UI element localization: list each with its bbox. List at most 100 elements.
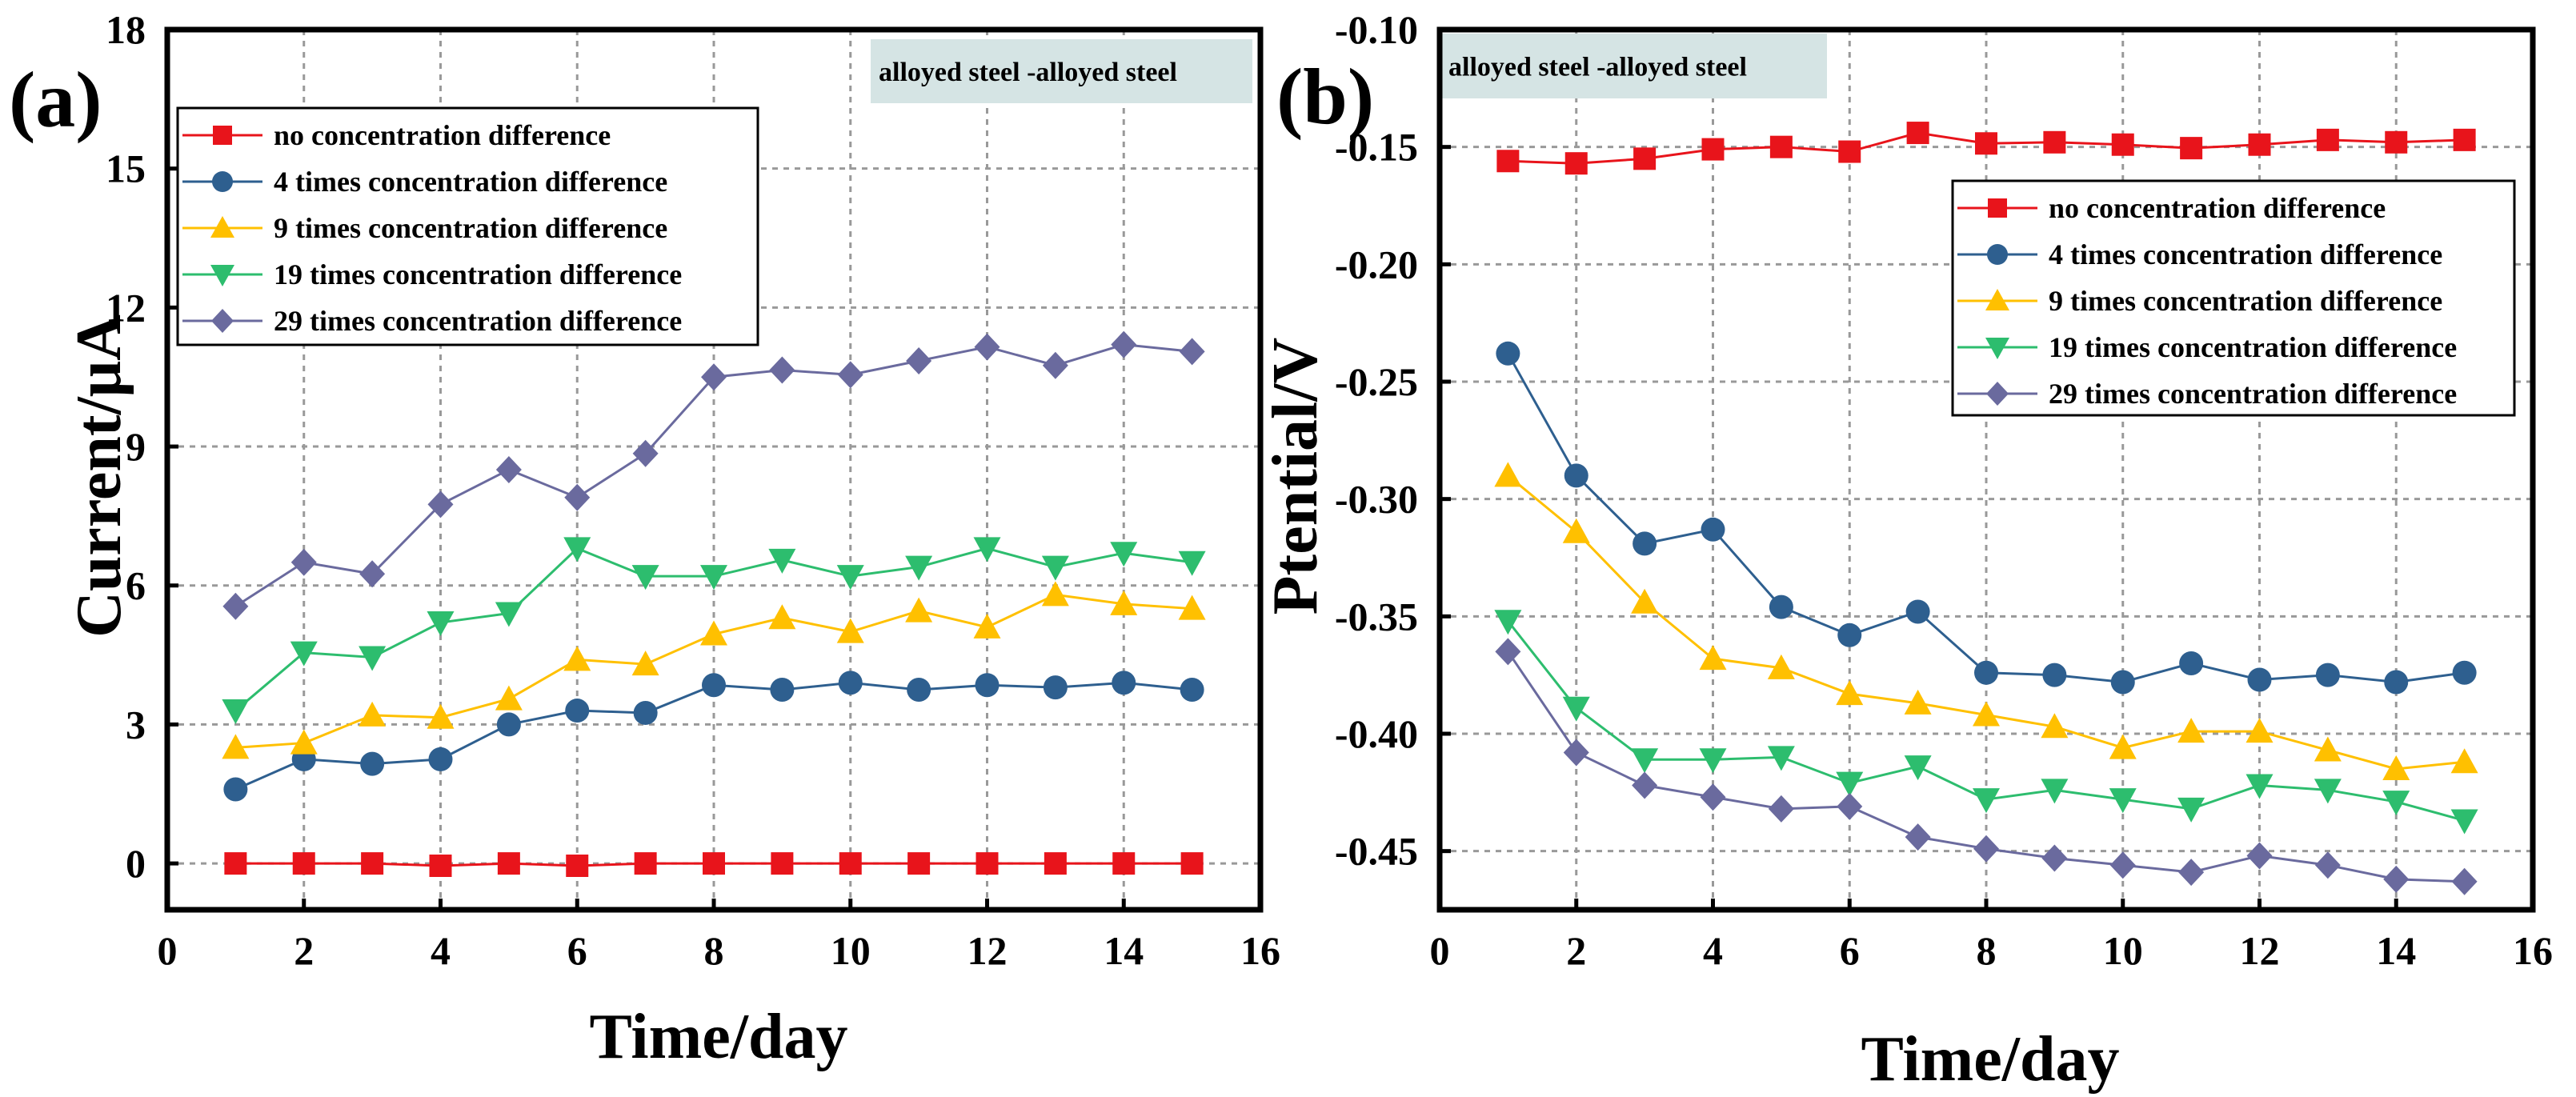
data-point-1 <box>838 671 863 695</box>
data-point-1 <box>1837 623 1862 647</box>
y-axis-title: Ptential/V <box>1260 338 1331 615</box>
data-point-1 <box>496 712 521 737</box>
data-point-0 <box>566 855 589 877</box>
data-point-0 <box>634 852 657 875</box>
data-point-1 <box>1043 675 1068 700</box>
x-tick-label: 8 <box>704 928 724 973</box>
x-tick-label: 10 <box>2103 928 2143 973</box>
data-point-2 <box>495 685 523 711</box>
data-point-3 <box>222 699 250 725</box>
data-point-1 <box>428 747 453 771</box>
data-point-2 <box>2314 736 2342 762</box>
data-point-4 <box>222 592 249 620</box>
annotation-text: alloyed steel -alloyed steel <box>879 58 1177 87</box>
data-point-2 <box>2245 718 2274 743</box>
annotation-text: alloyed steel -alloyed steel <box>1448 53 1747 82</box>
y-tick-label: -0.20 <box>1335 242 1418 286</box>
data-point-3 <box>1110 542 1138 567</box>
y-tick-label: 0 <box>126 841 146 886</box>
data-point-0 <box>771 852 794 875</box>
data-point-4 <box>359 560 386 588</box>
data-point-3 <box>290 641 318 667</box>
data-point-3 <box>905 555 933 581</box>
y-tick-label: 18 <box>106 7 146 52</box>
data-point-1 <box>1769 595 1793 619</box>
data-point-3 <box>1973 788 2000 814</box>
data-point-1 <box>2384 670 2409 695</box>
x-axis-title: Time/day <box>1861 1024 2119 1095</box>
data-point-0 <box>224 852 247 875</box>
data-point-1 <box>1633 531 1657 556</box>
data-point-2 <box>905 597 933 623</box>
y-tick-label: -0.45 <box>1335 829 1418 874</box>
data-point-2 <box>563 646 591 671</box>
data-point-2 <box>1631 588 1659 614</box>
data-point-0 <box>1112 852 1136 875</box>
data-point-1 <box>1496 341 1520 366</box>
data-point-4 <box>290 548 317 576</box>
data-point-1 <box>633 700 658 725</box>
data-point-3 <box>1699 748 1727 774</box>
legend-marker <box>211 309 234 333</box>
data-point-4 <box>2451 867 2478 895</box>
data-point-4 <box>837 361 863 389</box>
data-point-3 <box>563 537 591 563</box>
data-point-2 <box>2041 713 2069 739</box>
y-tick-label: -0.15 <box>1335 125 1418 170</box>
x-tick-label: 12 <box>2240 928 2280 973</box>
data-point-3 <box>1631 748 1659 774</box>
data-point-3 <box>2314 779 2342 804</box>
legend-marker <box>1986 382 2009 406</box>
y-tick-label: 9 <box>126 424 146 469</box>
data-point-0 <box>1564 152 1588 175</box>
data-point-0 <box>1838 140 1861 163</box>
data-point-3 <box>1178 551 1206 576</box>
legend-marker <box>1988 198 2007 218</box>
data-point-0 <box>361 852 384 875</box>
x-tick-label: 4 <box>431 928 451 973</box>
data-point-1 <box>702 673 726 698</box>
data-point-4 <box>2246 842 2273 870</box>
legend-label: 9 times concentration difference <box>274 212 667 244</box>
y-tick-label: 15 <box>106 146 146 191</box>
data-point-3 <box>2109 788 2137 814</box>
data-point-1 <box>1701 517 1725 542</box>
x-tick-label: 14 <box>1104 928 1144 973</box>
data-point-1 <box>2452 660 2477 685</box>
data-point-3 <box>1904 755 1932 781</box>
data-point-4 <box>2109 851 2136 879</box>
data-point-3 <box>768 548 796 574</box>
data-point-3 <box>2382 791 2410 816</box>
data-point-2 <box>427 703 455 729</box>
legend-box <box>176 106 759 346</box>
data-point-0 <box>976 852 999 875</box>
data-point-4 <box>2041 844 2068 872</box>
data-point-3 <box>2177 797 2205 823</box>
data-point-1 <box>1180 678 1204 702</box>
data-point-2 <box>2177 718 2205 743</box>
data-point-0 <box>429 855 452 877</box>
data-point-1 <box>223 777 248 802</box>
data-point-2 <box>359 701 387 727</box>
data-point-2 <box>1904 689 1932 715</box>
data-point-4 <box>1973 835 1999 863</box>
legend-label: 19 times concentration difference <box>2049 331 2457 363</box>
x-axis-title: Time/day <box>589 1002 847 1072</box>
data-point-4 <box>1905 823 1931 851</box>
legend-marker <box>1987 244 2008 265</box>
data-point-3 <box>2245 774 2274 799</box>
y-tick-label: -0.25 <box>1335 359 1418 404</box>
data-point-4 <box>2178 859 2205 887</box>
y-axis-title: Current/μA <box>64 314 134 638</box>
data-point-2 <box>973 613 1001 639</box>
data-point-3 <box>2450 809 2478 835</box>
data-point-3 <box>1836 771 1864 797</box>
data-point-0 <box>703 852 725 875</box>
legend: no concentration difference 4 times conce… <box>1951 179 2516 417</box>
data-point-1 <box>1564 463 1588 488</box>
x-tick-label: 2 <box>1566 928 1586 973</box>
legend-label: 4 times concentration difference <box>274 166 667 198</box>
data-point-2 <box>1110 590 1138 615</box>
data-point-1 <box>2042 663 2067 687</box>
y-tick-label: -0.40 <box>1335 711 1418 756</box>
